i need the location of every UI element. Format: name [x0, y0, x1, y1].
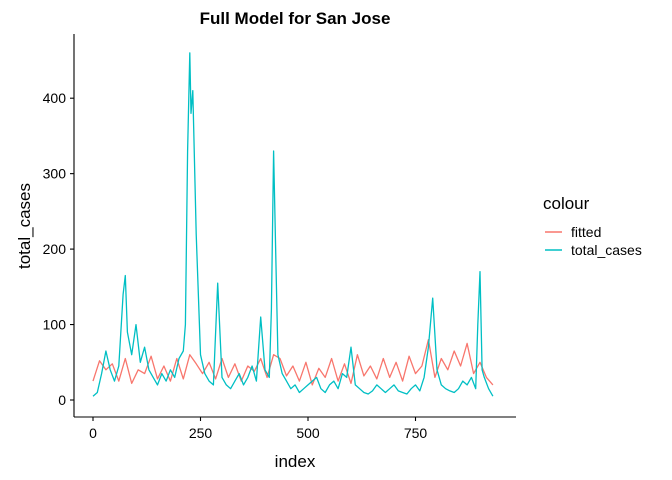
y-tick-label: 0	[58, 392, 66, 408]
legend-entries: fitted total_cases	[545, 224, 642, 258]
y-tick-label: 100	[43, 317, 67, 333]
series-line-total-cases	[92, 52, 494, 397]
x-ticks: 0 250 500 750	[89, 417, 427, 441]
y-ticks: 0 100 200 300 400	[43, 90, 74, 408]
x-axis-title: index	[275, 452, 316, 471]
y-tick-label: 300	[43, 166, 67, 182]
x-tick-label: 750	[404, 425, 428, 441]
legend-title: colour	[543, 194, 590, 213]
y-tick-label: 400	[43, 90, 67, 106]
plot-lines	[92, 52, 494, 397]
series-line-fitted	[92, 338, 494, 386]
legend-label: total_cases	[571, 242, 642, 258]
x-tick-label: 250	[189, 425, 213, 441]
x-tick-label: 500	[296, 425, 320, 441]
chart-title: Full Model for San Jose	[200, 9, 391, 28]
legend: colour fitted total_cases	[543, 194, 642, 258]
y-tick-label: 200	[43, 241, 67, 257]
x-tick-label: 0	[89, 425, 97, 441]
y-axis-title: total_cases	[15, 183, 34, 269]
legend-label: fitted	[571, 224, 601, 240]
